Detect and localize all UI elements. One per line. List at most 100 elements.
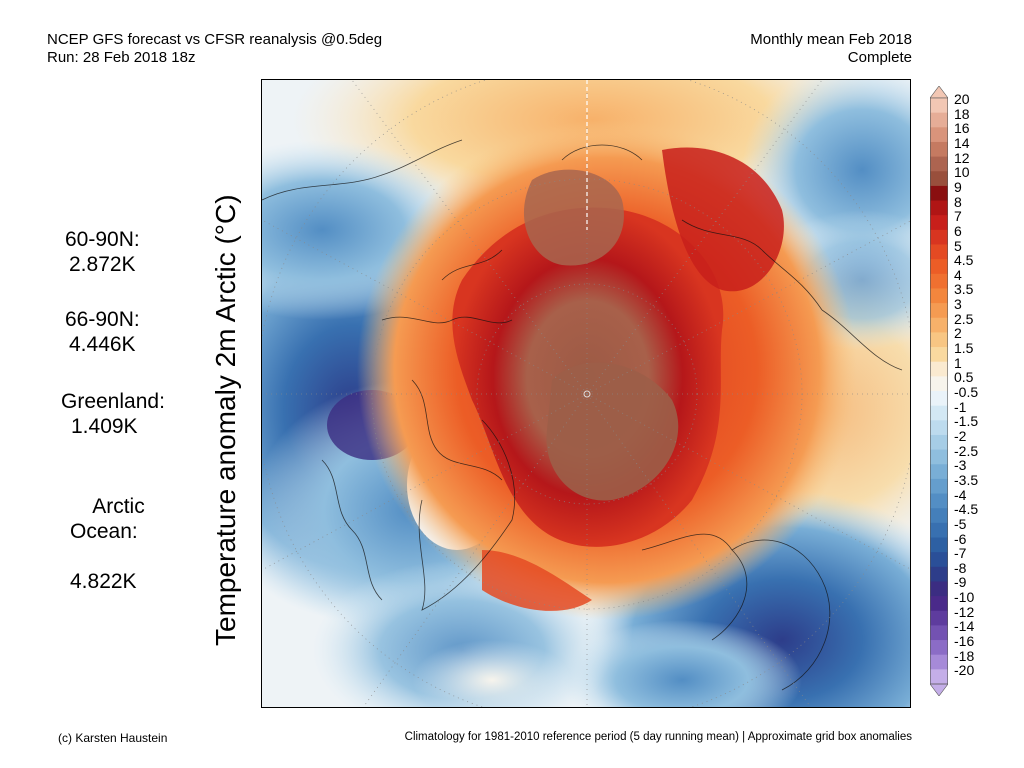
colorbar-tick-label: 1.5 (954, 340, 974, 357)
colorbar-tick-label: 8 (954, 193, 962, 210)
colorbar-tick-label: -6 (954, 530, 967, 547)
colorbar-swatch (930, 654, 948, 670)
credit: (c) Karsten Haustein (58, 731, 168, 745)
colorbar-tick-label: -16 (954, 633, 975, 650)
colorbar-tick-label: 6 (954, 222, 962, 239)
colorbar-tick-label: -5 (954, 515, 967, 532)
colorbar (930, 86, 948, 696)
colorbar-swatch (930, 449, 948, 465)
period-line-2: Complete (847, 49, 912, 66)
colorbar-tick-label: 14 (954, 134, 970, 151)
stat-value: 1.409K (71, 415, 138, 438)
stat-value: 2.872K (69, 253, 136, 276)
colorbar-tick-label: -4.5 (954, 501, 979, 518)
north-pole-marker (583, 390, 591, 398)
colorbar-swatch (930, 273, 948, 289)
stat-label: 66-90N: (65, 308, 140, 331)
anomaly-map-svg (262, 80, 910, 707)
colorbar-swatch (930, 522, 948, 538)
colorbar-swatch (930, 669, 948, 685)
colorbar-swatch (930, 141, 948, 158)
colorbar-tick-label: 16 (954, 120, 970, 137)
colorbar-tick-label: 0.5 (954, 369, 974, 386)
colorbar-tick-label: -1 (954, 398, 967, 415)
colorbar-border (930, 97, 948, 685)
colorbar-swatch (930, 156, 948, 172)
colorbar-swatch (930, 112, 948, 128)
colorbar-tick-label: -1.5 (954, 413, 979, 430)
colorbar-swatch (930, 317, 948, 333)
colorbar-tick-label: 18 (954, 105, 970, 122)
anomaly-map (261, 79, 911, 708)
colorbar-swatch (930, 376, 948, 392)
colorbar-tick-label: -12 (954, 603, 975, 620)
colorbar-swatch (930, 537, 948, 553)
colorbar-tick-label: -8 (954, 559, 967, 576)
colorbar-swatch (930, 332, 948, 348)
colorbar-tick-label: 2 (954, 325, 962, 342)
stat-greenland: Greenland: 1.409K (61, 389, 165, 439)
colorbar-swatch (930, 581, 948, 597)
colorbar-tick-label: 5 (954, 237, 962, 254)
colorbar-tick-label: 10 (954, 164, 970, 181)
period-line-1: Monthly mean Feb 2018 (750, 31, 912, 48)
colorbar-tick-label: -2 (954, 427, 967, 444)
colorbar-swatch (930, 596, 948, 612)
period-info: Monthly mean Feb 2018 Complete (750, 31, 912, 67)
stat-label: Greenland: (61, 390, 165, 413)
colorbar-swatch (930, 361, 948, 377)
colorbar-swatch (930, 405, 948, 421)
colorbar-swatch (930, 185, 948, 202)
colorbar-tick-label: 7 (954, 208, 962, 225)
colorbar-swatch (930, 259, 948, 275)
colorbar-swatch (930, 229, 948, 245)
colorbar-swatch (930, 244, 948, 260)
colorbar-swatch (930, 552, 948, 568)
colorbar-swatch (930, 493, 948, 509)
chart-title: NCEP GFS forecast vs CFSR reanalysis @0.… (47, 31, 382, 67)
colorbar-swatch (930, 303, 948, 319)
colorbar-tick-label: 20 (954, 91, 970, 107)
colorbar-swatch (930, 127, 948, 143)
stat-value: 4.446K (69, 333, 136, 356)
colorbar-tick-label: -9 (954, 574, 967, 591)
colorbar-tick-label: -2.5 (954, 442, 979, 459)
colorbar-tick-label: 3.5 (954, 281, 974, 298)
colorbar-max-arrow (930, 86, 948, 99)
stat-60-90n: 60-90N: 2.872K (65, 227, 140, 277)
colorbar-swatch (930, 420, 948, 436)
colorbar-swatch (930, 391, 948, 407)
colorbar-swatch (930, 98, 948, 114)
footnote: Climatology for 1981-2010 reference peri… (404, 731, 912, 743)
colorbar-swatch (930, 625, 948, 641)
y-axis-label: Temperature anomaly 2m Arctic (°C) (210, 194, 241, 646)
colorbar-tick-label: -7 (954, 545, 967, 562)
colorbar-swatch (930, 464, 948, 480)
colorbar-swatch (930, 478, 948, 495)
stat-label: 60-90N: (65, 228, 140, 251)
colorbar-swatch (930, 508, 948, 524)
colorbar-tick-label: 1 (954, 354, 962, 371)
colorbar-tick-label: -3 (954, 457, 967, 474)
colorbar-tick-label: -4 (954, 486, 967, 503)
colorbar-swatch (930, 347, 948, 363)
colorbar-tick-label: 9 (954, 178, 962, 195)
title-line-1: NCEP GFS forecast vs CFSR reanalysis @0.… (47, 31, 383, 48)
colorbar-tick-label: -10 (954, 589, 975, 606)
colorbar-tick-label: -3.5 (954, 471, 979, 488)
colorbar-swatch (930, 171, 948, 187)
colorbar-swatch (930, 640, 948, 656)
colorbar-tick-label: 12 (954, 149, 970, 166)
title-line-2: Run: 28 Feb 2018 18z (47, 49, 196, 66)
colorbar-swatch (930, 610, 948, 626)
colorbar-swatch (930, 566, 948, 582)
colorbar-tick-label: -0.5 (954, 384, 979, 400)
colorbar-tick-label: 4.5 (954, 252, 974, 269)
stat-arctic-ocean: Arctic Ocean: 4.822K (70, 469, 145, 644)
colorbar-tick-label: 4 (954, 266, 962, 283)
stat-66-90n: 66-90N: 4.446K (65, 307, 140, 357)
colorbar-swatch (930, 434, 948, 451)
colorbar-swatch (930, 288, 948, 304)
colorbar-min-arrow (930, 683, 948, 696)
stat-label: Arctic Ocean: (70, 495, 145, 543)
